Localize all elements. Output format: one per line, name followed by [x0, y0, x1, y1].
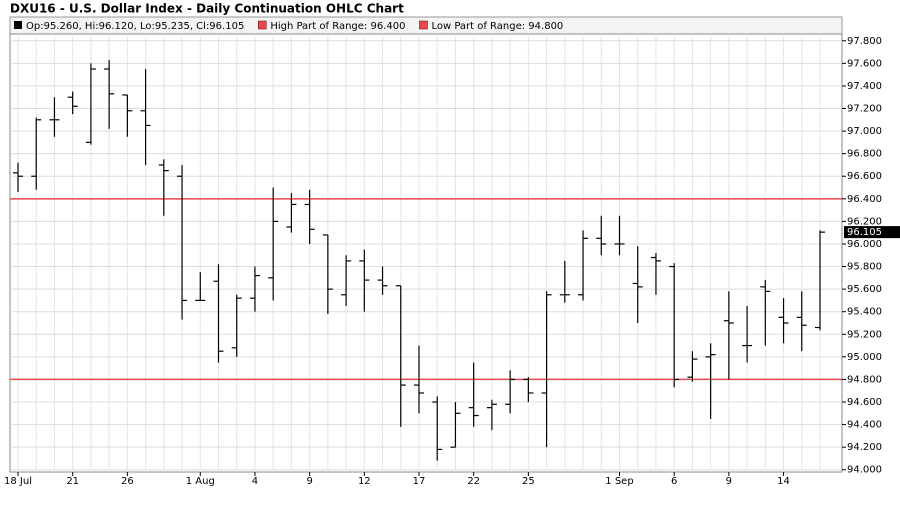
x-tick-label: 25 — [522, 476, 535, 487]
last-price-label: 96.105 — [847, 227, 882, 238]
y-tick-label: 94.800 — [847, 374, 882, 385]
x-tick-label: 18 Jul — [4, 476, 32, 487]
y-tick-label: 96.400 — [847, 194, 882, 205]
legend-text: Low Part of Range: 94.800 — [431, 21, 563, 32]
y-tick-label: 96.600 — [847, 171, 882, 182]
x-tick-label: 6 — [671, 476, 677, 487]
x-tick-label: 1 Aug — [186, 476, 215, 487]
y-tick-label: 95.400 — [847, 307, 882, 318]
x-tick-label: 26 — [121, 476, 134, 487]
x-tick-label: 14 — [777, 476, 790, 487]
y-tick-label: 95.800 — [847, 262, 882, 273]
y-tick-label: 96.200 — [847, 216, 882, 227]
y-tick-label: 97.400 — [847, 81, 882, 92]
y-tick-label: 97.000 — [847, 126, 882, 137]
x-tick-label: 1 Sep — [605, 476, 633, 487]
y-tick-label: 95.200 — [847, 329, 882, 340]
x-tick-label: 9 — [726, 476, 732, 487]
y-tick-label: 94.600 — [847, 397, 882, 408]
legend-text: High Part of Range: 96.400 — [270, 21, 405, 32]
y-tick-label: 96.000 — [847, 239, 882, 250]
x-tick-label: 4 — [252, 476, 258, 487]
y-tick-label: 94.400 — [847, 420, 882, 431]
plot-area — [9, 33, 843, 473]
x-tick-label: 12 — [358, 476, 371, 487]
y-tick-label: 94.000 — [847, 465, 882, 476]
legend-swatch — [14, 21, 22, 29]
y-tick-label: 94.200 — [847, 442, 882, 453]
y-tick-label: 97.600 — [847, 58, 882, 69]
chart-title: DXU16 - U.S. Dollar Index - Daily Contin… — [10, 2, 404, 16]
y-tick-label: 97.200 — [847, 104, 882, 115]
x-tick-label: 22 — [467, 476, 480, 487]
legend-swatch — [258, 20, 267, 30]
legend-swatch — [419, 20, 428, 30]
y-tick-label: 95.000 — [847, 352, 882, 363]
y-tick-label: 96.800 — [847, 149, 882, 160]
x-tick-label: 9 — [306, 476, 312, 487]
last-price-box — [844, 226, 900, 239]
legend-text: Op:95.260, Hi:96.120, Lo:95.235, Cl:96.1… — [26, 21, 244, 32]
y-tick-label: 97.800 — [847, 36, 882, 47]
x-tick-label: 17 — [413, 476, 426, 487]
y-tick-label: 95.600 — [847, 284, 882, 295]
x-tick-label: 21 — [66, 476, 79, 487]
